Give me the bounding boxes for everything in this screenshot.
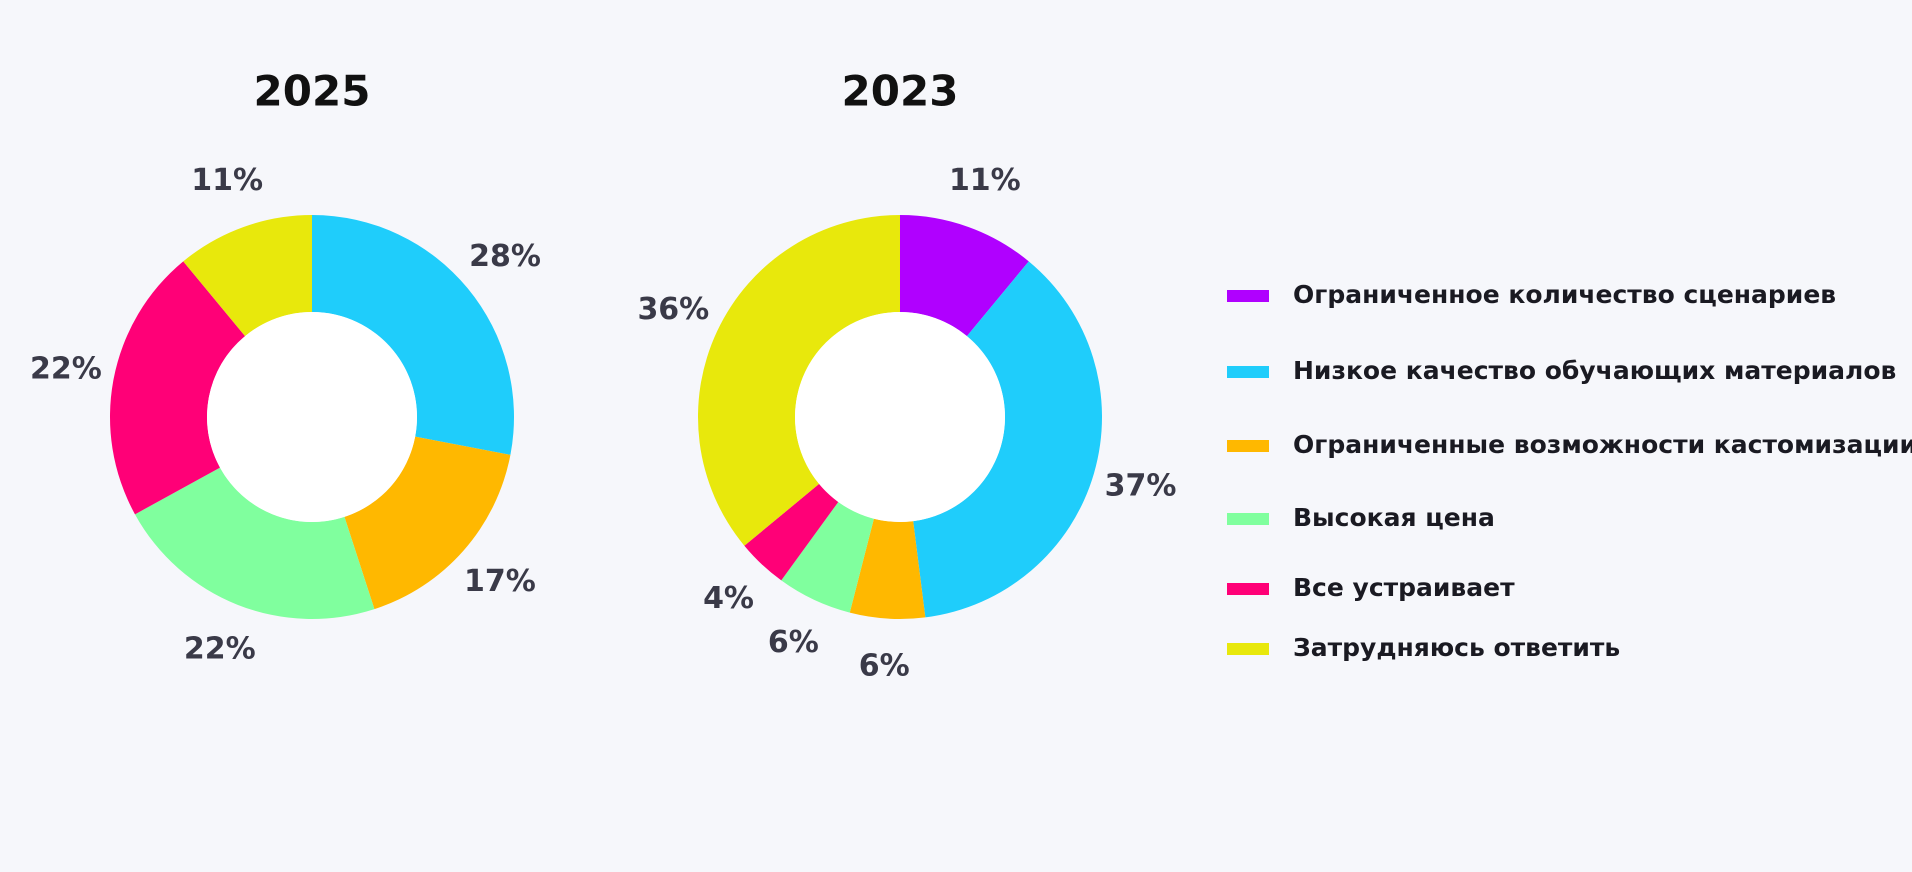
data-label: 28% bbox=[469, 239, 541, 274]
donut-slice bbox=[344, 436, 511, 610]
data-label: 17% bbox=[464, 564, 536, 599]
donut-slice bbox=[312, 215, 514, 455]
legend-swatch bbox=[1227, 643, 1269, 655]
donut-slice bbox=[781, 501, 874, 613]
donut-slice bbox=[183, 215, 312, 337]
donut-slice bbox=[913, 261, 1102, 618]
legend-label: Низкое качество обучающих материалов bbox=[1293, 356, 1896, 385]
legend-label: Высокая цена bbox=[1293, 503, 1495, 532]
legend-swatch bbox=[1227, 366, 1269, 378]
donut-hole bbox=[207, 312, 417, 522]
legend-swatch bbox=[1227, 290, 1269, 302]
legend-swatch bbox=[1227, 440, 1269, 452]
data-label: 22% bbox=[30, 352, 102, 387]
legend-swatch bbox=[1227, 583, 1269, 595]
legend-swatch bbox=[1227, 513, 1269, 525]
data-label: 11% bbox=[191, 163, 263, 198]
donut-slice bbox=[697, 215, 900, 546]
data-label: 37% bbox=[1105, 468, 1177, 503]
donut-slice bbox=[134, 467, 375, 619]
legend-label: Затрудняюсь ответить bbox=[1293, 633, 1620, 662]
donut-hole bbox=[795, 312, 1005, 522]
donut-slice bbox=[744, 483, 839, 581]
legend-label: Все устраивает bbox=[1293, 573, 1515, 602]
donut-slice bbox=[110, 261, 246, 515]
data-label: 11% bbox=[949, 163, 1021, 198]
legend-label: Ограниченные возможности кастомизации bbox=[1293, 430, 1912, 459]
legend-label: Ограниченное количество сценариев bbox=[1293, 280, 1836, 309]
data-label: 6% bbox=[768, 625, 819, 660]
chart-title: 2025 bbox=[254, 67, 371, 116]
donut-slice bbox=[849, 518, 926, 619]
data-label: 4% bbox=[703, 581, 754, 616]
data-label: 22% bbox=[184, 631, 256, 666]
chart-title: 2023 bbox=[842, 67, 959, 116]
data-label: 36% bbox=[637, 292, 709, 327]
donut-slice bbox=[900, 215, 1029, 337]
data-label: 6% bbox=[859, 648, 910, 683]
